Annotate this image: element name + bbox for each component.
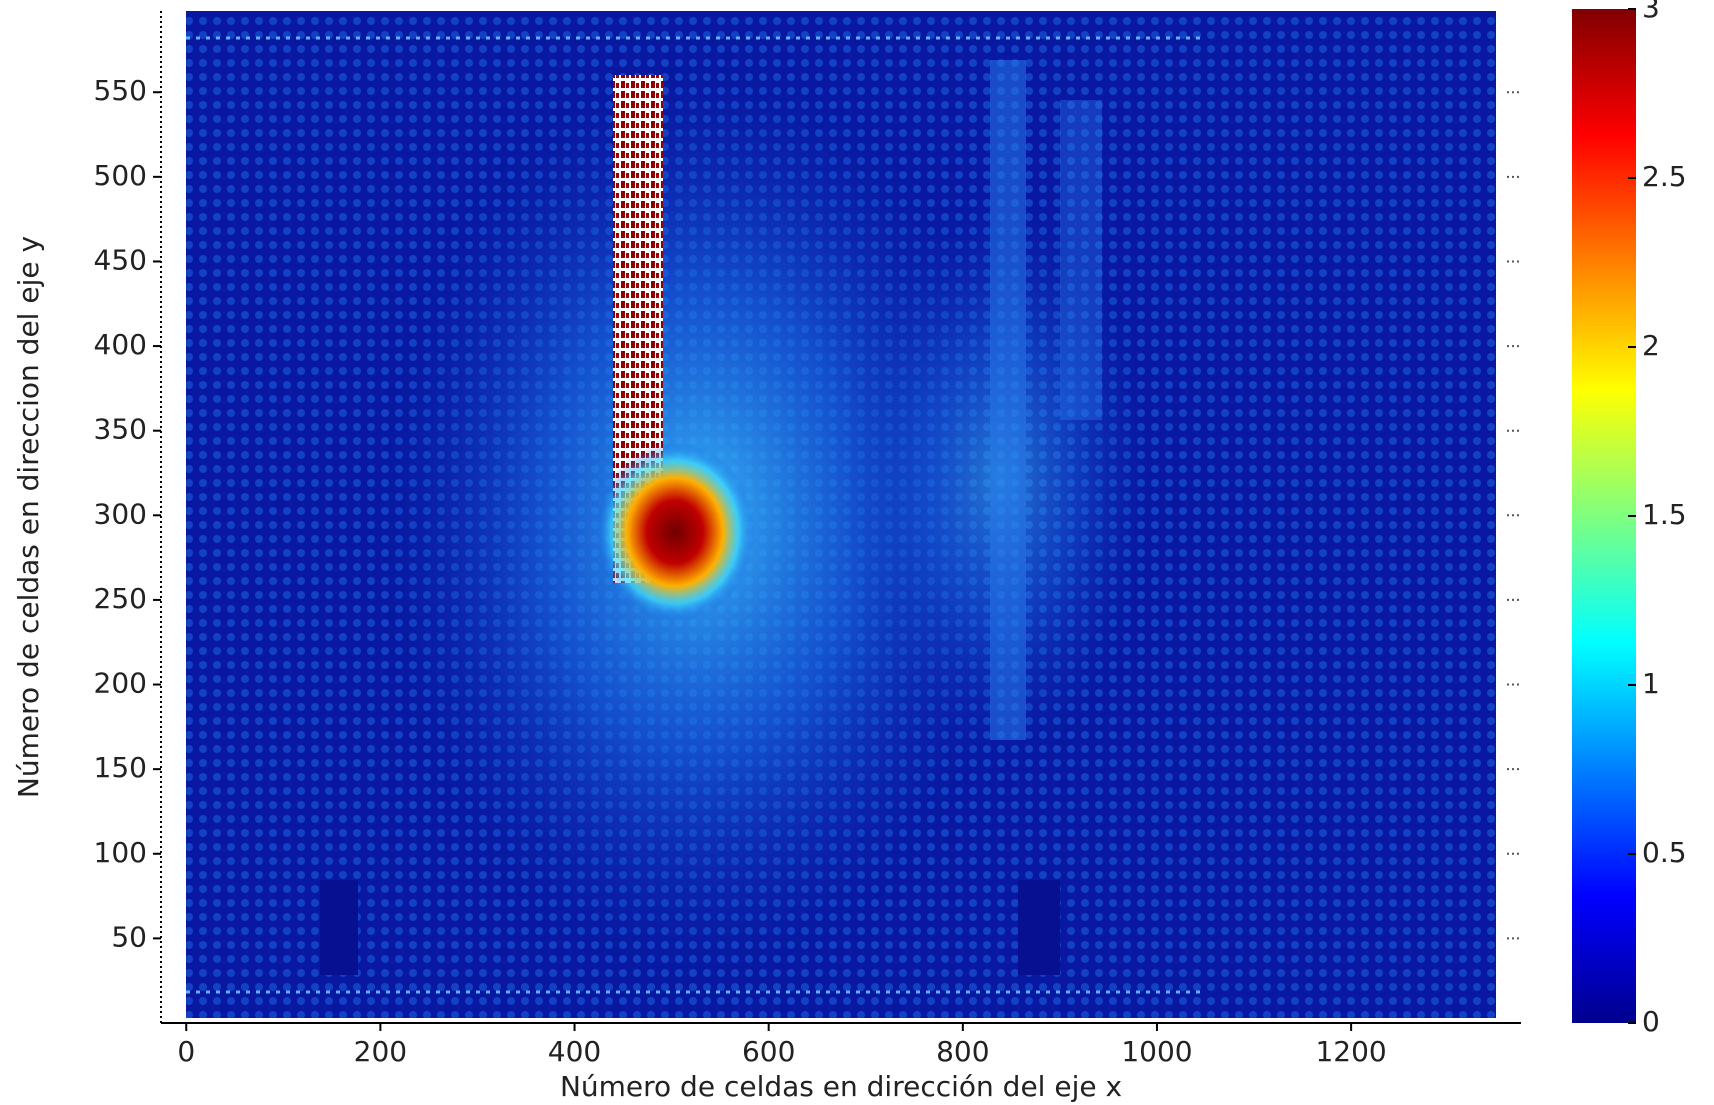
y-axis-label: Número de celdas en direccion del eje y	[12, 236, 45, 798]
colorbar-tick-label: 3	[1642, 0, 1660, 24]
x-tick-label: 1200	[1315, 1035, 1386, 1068]
y-tick-label: 100	[94, 836, 147, 869]
colorbar-tick-label: 2	[1642, 329, 1660, 362]
y-tick-label: 550	[94, 74, 147, 107]
x-axis-label: Número de celdas en dirección del eje x	[560, 1070, 1122, 1103]
y-tick-label: 300	[94, 497, 147, 530]
colorbar-tick-label: 0.5	[1642, 836, 1687, 869]
y-tick-label: 450	[94, 243, 147, 276]
x-tick-label: 600	[742, 1035, 795, 1068]
y-tick-label: 200	[94, 667, 147, 700]
colorbar-tick-label: 1	[1642, 667, 1660, 700]
axes	[160, 11, 1521, 1024]
x-tick-label: 1000	[1121, 1035, 1192, 1068]
y-tick-label: 250	[94, 582, 147, 615]
y-tick-label: 350	[94, 413, 147, 446]
x-tick-label: 800	[936, 1035, 989, 1068]
colorbar-tick-label: 1.5	[1642, 498, 1687, 531]
x-tick-label: 0	[177, 1035, 195, 1068]
x-tick-label: 200	[354, 1035, 407, 1068]
y-tick-label: 150	[94, 751, 147, 784]
y-tick-label: 500	[94, 159, 147, 192]
colorbar-tick-label: 2.5	[1642, 160, 1687, 193]
x-tick-label: 400	[548, 1035, 601, 1068]
y-tick-label: 400	[94, 328, 147, 361]
colorbar-tick-label: 0	[1642, 1005, 1660, 1038]
y-tick-label: 50	[111, 920, 147, 953]
heatmap-field	[186, 11, 1496, 1018]
colorbar	[1572, 9, 1636, 1023]
